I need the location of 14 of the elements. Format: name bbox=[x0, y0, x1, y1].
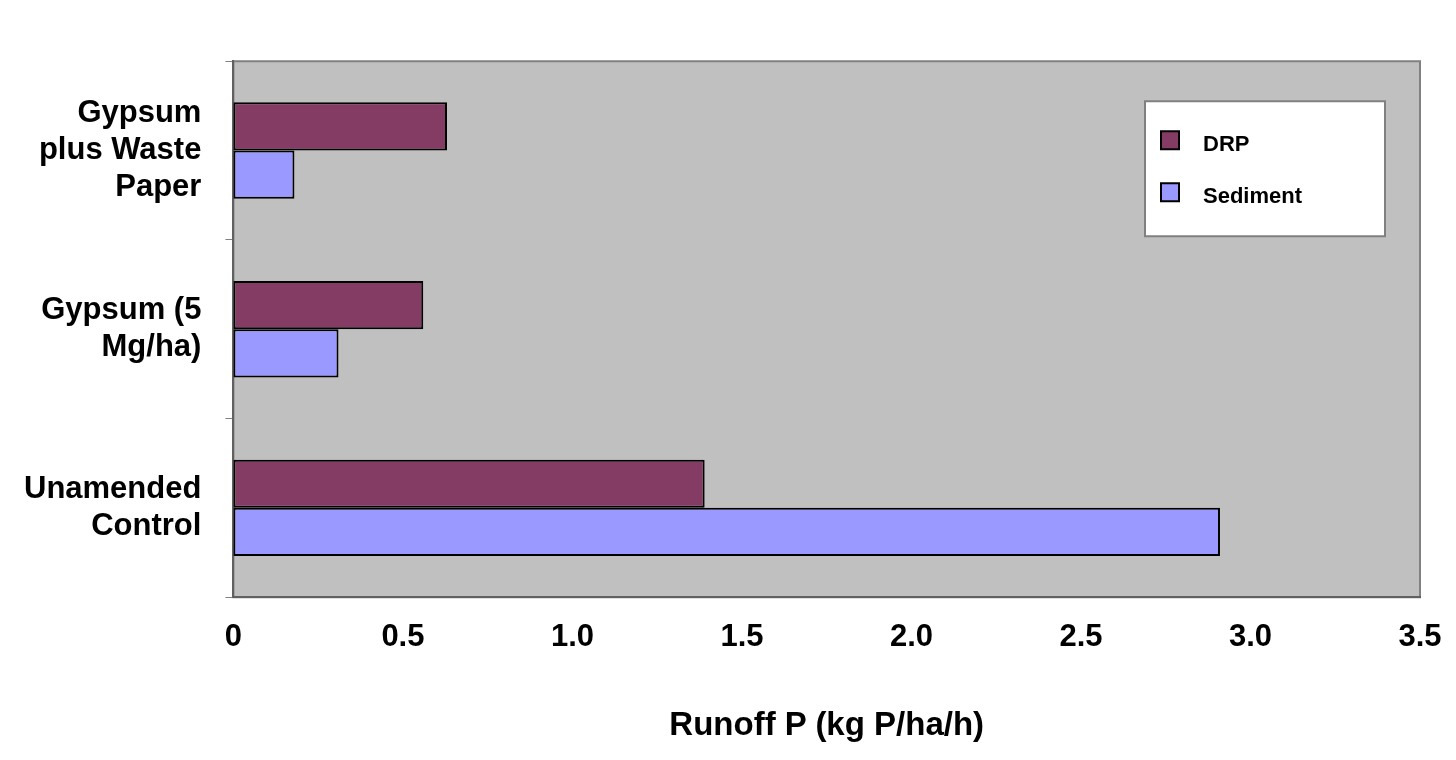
y-tick-label: Gypsum plus Waste Paper bbox=[38, 93, 202, 204]
x-tick-label: 3.5 bbox=[1398, 618, 1442, 654]
y-tick-label: Gypsum (5 Mg/ha) bbox=[41, 291, 202, 364]
x-tick-label: 1.0 bbox=[550, 618, 594, 654]
x-tick-label: 2.0 bbox=[889, 618, 934, 654]
x-tick-label: 1.5 bbox=[720, 618, 764, 654]
legend-label: DRP bbox=[1203, 131, 1250, 157]
legend-label: Sediment bbox=[1203, 183, 1303, 209]
x-tick-label: 2.5 bbox=[1059, 618, 1103, 654]
x-tick-label: 0 bbox=[224, 618, 243, 654]
y-tick-label: Unamended Control bbox=[24, 469, 202, 543]
x-tick-label: 3.0 bbox=[1228, 618, 1273, 654]
x-axis-title: Runoff P (kg P/ha/h) bbox=[669, 705, 985, 743]
x-tick-label: 0.5 bbox=[381, 618, 425, 654]
